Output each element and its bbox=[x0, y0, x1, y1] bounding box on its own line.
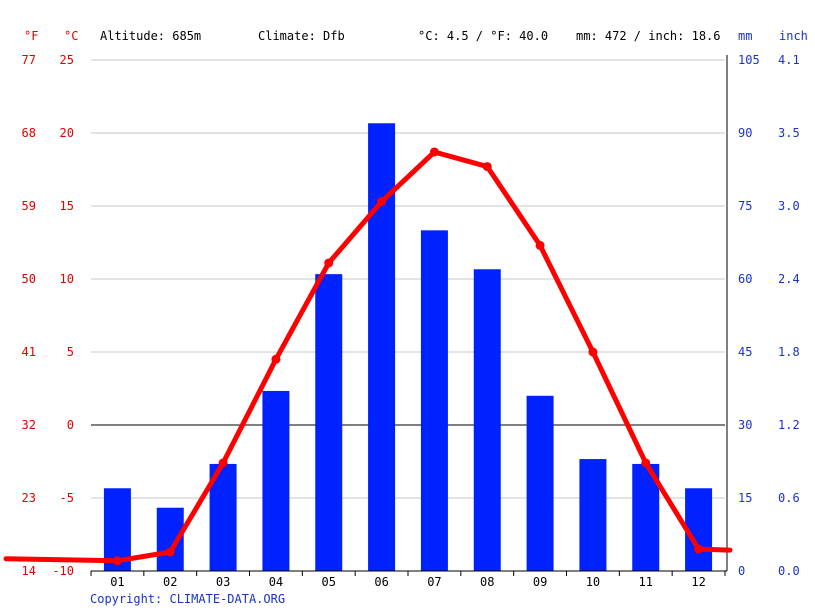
mm-tick-label: 105 bbox=[738, 53, 760, 67]
month-label: 01 bbox=[110, 575, 124, 589]
precipitation-bar bbox=[315, 274, 343, 571]
temperature-point bbox=[165, 547, 175, 557]
precipitation-bar bbox=[526, 395, 554, 571]
month-label: 12 bbox=[691, 575, 705, 589]
temperature-point bbox=[218, 458, 228, 468]
mm-tick-label: 45 bbox=[738, 345, 752, 359]
fahrenheit-tick-label: 59 bbox=[22, 199, 36, 213]
month-label: 02 bbox=[163, 575, 177, 589]
inch-tick-label: 0.6 bbox=[778, 491, 800, 505]
month-label: 10 bbox=[586, 575, 600, 589]
celsius-tick-label: 25 bbox=[60, 53, 74, 67]
precipitation-bar bbox=[420, 230, 448, 572]
celsius-tick-label: 20 bbox=[60, 126, 74, 140]
total-precipitation-label: mm: 472 / inch: 18.6 bbox=[576, 29, 721, 43]
inch-tick-label: 3.0 bbox=[778, 199, 800, 213]
mm-tick-label: 75 bbox=[738, 199, 752, 213]
temperature-point bbox=[588, 347, 598, 357]
unit-celsius-label: °C bbox=[64, 29, 79, 43]
mm-tick-label: 90 bbox=[738, 126, 752, 140]
temperature-point bbox=[377, 197, 387, 207]
celsius-tick-label: 5 bbox=[67, 345, 74, 359]
unit-mm-label: mm bbox=[738, 29, 753, 43]
fahrenheit-tick-label: 14 bbox=[22, 564, 36, 578]
fahrenheit-tick-label: 23 bbox=[22, 491, 36, 505]
mm-tick-label: 30 bbox=[738, 418, 752, 432]
temperature-point bbox=[112, 556, 122, 566]
celsius-tick-label: -5 bbox=[60, 491, 74, 505]
mm-tick-label: 0 bbox=[738, 564, 745, 578]
celsius-tick-label: 0 bbox=[67, 418, 74, 432]
month-label: 05 bbox=[322, 575, 336, 589]
precipitation-bar bbox=[473, 269, 501, 571]
climate-label: Climate: Dfb bbox=[258, 29, 345, 43]
altitude-label: Altitude: 685m bbox=[100, 29, 202, 43]
precipitation-bar bbox=[262, 390, 290, 571]
fahrenheit-tick-label: 32 bbox=[22, 418, 36, 432]
inch-tick-label: 1.8 bbox=[778, 345, 800, 359]
month-label: 03 bbox=[216, 575, 230, 589]
month-label: 04 bbox=[269, 575, 283, 589]
unit-fahrenheit-label: °F bbox=[24, 29, 39, 43]
temperature-point bbox=[482, 162, 492, 172]
inch-tick-label: 1.2 bbox=[778, 418, 800, 432]
inch-tick-label: 4.1 bbox=[778, 53, 800, 67]
month-label: 11 bbox=[639, 575, 653, 589]
precipitation-bar bbox=[579, 459, 607, 571]
month-label: 08 bbox=[480, 575, 494, 589]
mm-tick-label: 60 bbox=[738, 272, 752, 286]
temperature-point bbox=[641, 458, 651, 468]
month-label: 07 bbox=[427, 575, 441, 589]
temperature-point bbox=[535, 240, 545, 250]
copyright-text[interactable]: Copyright: CLIMATE-DATA.ORG bbox=[90, 592, 286, 606]
mm-tick-label: 15 bbox=[738, 491, 752, 505]
inch-tick-label: 3.5 bbox=[778, 126, 800, 140]
temperature-line bbox=[3, 149, 733, 564]
temperature-point bbox=[271, 354, 281, 364]
temperature-point bbox=[324, 258, 334, 268]
celsius-tick-label: -10 bbox=[52, 564, 74, 578]
unit-inch-label: inch bbox=[779, 29, 808, 43]
fahrenheit-tick-label: 68 bbox=[22, 126, 36, 140]
celsius-tick-label: 15 bbox=[60, 199, 74, 213]
inch-tick-label: 2.4 bbox=[778, 272, 800, 286]
fahrenheit-tick-label: 50 bbox=[22, 272, 36, 286]
average-temperature-label: °C: 4.5 / °F: 40.0 bbox=[418, 29, 549, 43]
inch-tick-label: 0.0 bbox=[778, 564, 800, 578]
fahrenheit-tick-label: 41 bbox=[22, 345, 36, 359]
fahrenheit-tick-label: 77 bbox=[22, 53, 36, 67]
temperature-point bbox=[694, 544, 704, 554]
temperature-point bbox=[429, 147, 439, 157]
month-label: 09 bbox=[533, 575, 547, 589]
precipitation-bar bbox=[685, 488, 713, 571]
month-label: 06 bbox=[374, 575, 388, 589]
celsius-tick-label: 10 bbox=[60, 272, 74, 286]
